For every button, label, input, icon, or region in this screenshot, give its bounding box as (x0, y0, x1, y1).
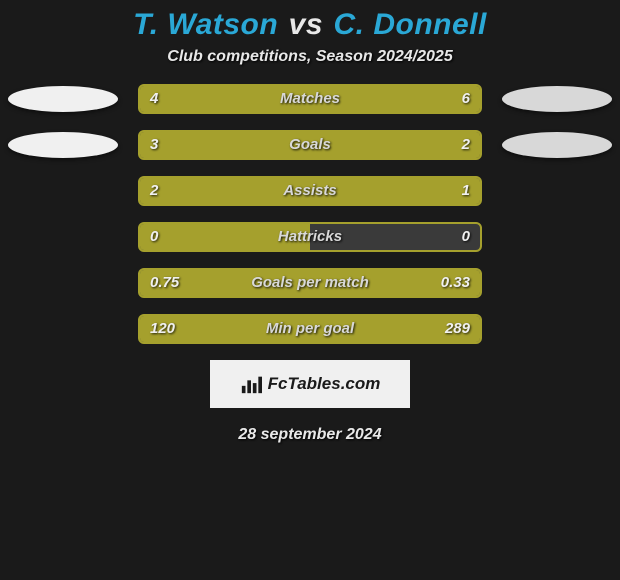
stat-row: 32Goals (138, 130, 482, 160)
bar-chart-icon (240, 373, 262, 395)
stats-container: 46Matches 32Goals 21Assists 00Hattricks 0.75… (0, 84, 620, 344)
player2-badge (502, 132, 612, 158)
stat-label: Goals per match (138, 268, 482, 298)
source-logo: FcTables.com (210, 360, 410, 408)
stat-label: Assists (138, 176, 482, 206)
player2-name: C. Donnell (334, 8, 487, 41)
subtitle: Club competitions, Season 2024/2025 (0, 48, 620, 84)
logo-text: FcTables.com (268, 374, 381, 394)
vs-label: vs (289, 8, 323, 41)
stat-label: Goals (138, 130, 482, 160)
date-label: 28 september 2024 (0, 426, 620, 444)
comparison-title: T. Watson vs C. Donnell (0, 0, 620, 48)
player1-badge (8, 86, 118, 112)
player1-name: T. Watson (133, 8, 278, 41)
stat-label: Matches (138, 84, 482, 114)
stat-row: 46Matches (138, 84, 482, 114)
stat-row: 21Assists (138, 176, 482, 206)
stat-row: 00Hattricks (138, 222, 482, 252)
stat-row: 0.750.33Goals per match (138, 268, 482, 298)
stat-label: Min per goal (138, 314, 482, 344)
stat-row: 120289Min per goal (138, 314, 482, 344)
player1-badge (8, 132, 118, 158)
player2-badge (502, 86, 612, 112)
stat-label: Hattricks (138, 222, 482, 252)
